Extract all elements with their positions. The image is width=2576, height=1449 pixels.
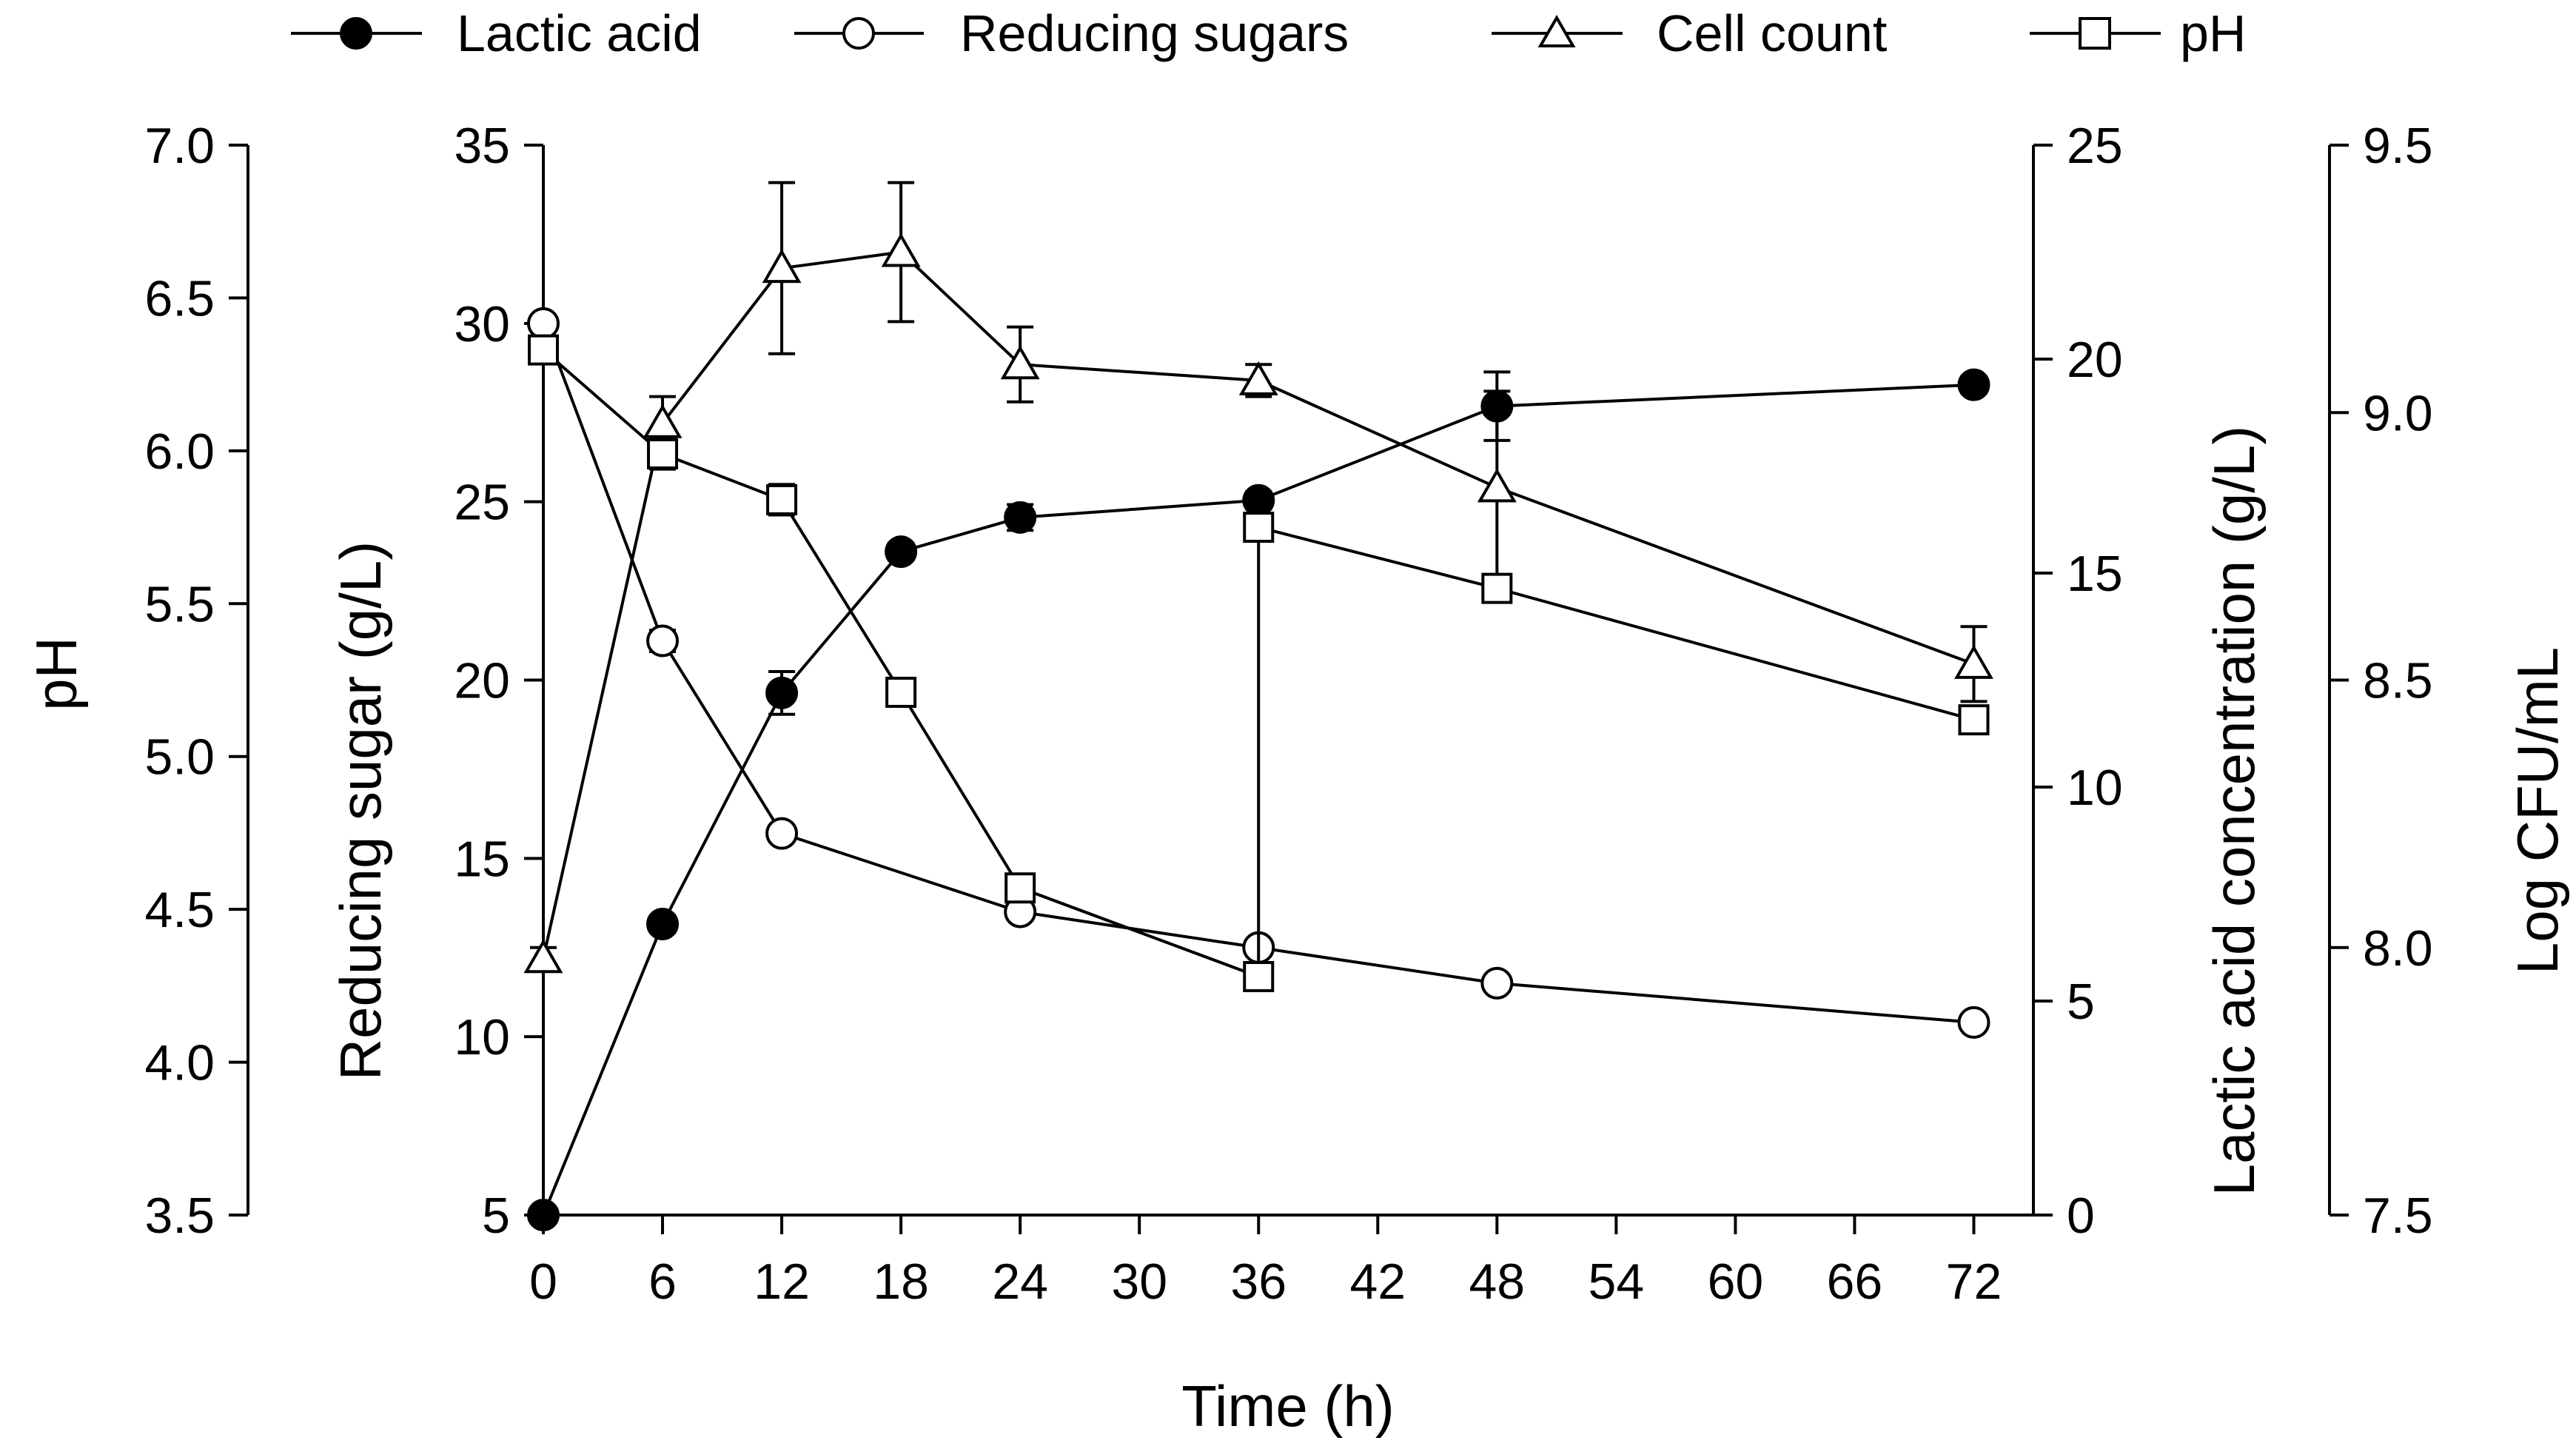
data-point-ph — [885, 677, 917, 709]
cfu-tick-label: 9.0 — [2363, 385, 2433, 441]
sugar-tick-label: 20 — [454, 653, 510, 709]
x-tick-label: 60 — [1708, 1254, 1764, 1310]
data-point-lactic-acid — [1957, 368, 1990, 401]
data-point-cell-count — [643, 404, 682, 438]
lactic-tick-label: 10 — [2067, 760, 2123, 816]
legend-label-ph: pH — [2180, 4, 2246, 62]
series-line-cell-count — [542, 250, 1975, 959]
axes: 3.54.04.55.05.56.06.57.05101520253035051… — [144, 118, 2432, 1310]
x-tick-label: 48 — [1469, 1254, 1525, 1310]
series-line-lactic-acid — [542, 383, 1974, 1216]
ph-axis-title: pH — [24, 637, 89, 711]
legend-marker-cell-count — [1537, 15, 1576, 47]
data-point-lactic-acid — [765, 676, 799, 709]
ph-tick-label: 3.5 — [144, 1188, 215, 1244]
data-point-cell-count — [1954, 644, 1993, 679]
data-point-reducing-sugars — [527, 307, 560, 340]
sugar-tick-label: 30 — [454, 296, 510, 352]
x-tick-label: 66 — [1827, 1254, 1883, 1310]
legend-label-lactic-acid: Lactic acid — [457, 4, 702, 62]
cfu-tick-label: 8.0 — [2363, 920, 2433, 977]
legend-marker-lactic-acid — [340, 17, 372, 50]
data-point-cell-count — [523, 939, 563, 974]
data-point-reducing-sugars — [765, 817, 799, 850]
data-point-ph — [1243, 512, 1275, 543]
x-tick-label: 72 — [1946, 1254, 2002, 1310]
x-tick-label: 36 — [1230, 1254, 1287, 1310]
x-tick-label: 24 — [992, 1254, 1048, 1310]
data-point-lactic-acid — [1004, 501, 1037, 534]
ph-tick-label: 4.0 — [144, 1035, 215, 1091]
data-point-lactic-acid — [885, 535, 918, 569]
ph-tick-label: 6.5 — [144, 270, 215, 327]
data-point-lactic-acid — [1242, 483, 1275, 517]
x-tick-label: 0 — [529, 1254, 557, 1310]
legend-marker-ph — [2079, 17, 2111, 50]
sugar-tick-label: 35 — [454, 118, 510, 174]
lactic-tick-label: 0 — [2067, 1188, 2095, 1244]
sugar-axis-title: Reducing sugar (g/L) — [328, 541, 393, 1080]
data-point-cell-count — [881, 232, 921, 267]
data-point-ph — [1958, 704, 1990, 736]
data-point-ph — [766, 483, 798, 515]
data-point-cell-count — [762, 249, 802, 284]
data-point-reducing-sugars — [1480, 966, 1514, 1000]
x-tick-label: 30 — [1111, 1254, 1167, 1310]
data-point-reducing-sugars — [646, 624, 680, 657]
legend-label-reducing-sugars: Reducing sugars — [960, 4, 1349, 62]
sugar-tick-label: 5 — [482, 1188, 510, 1244]
data-point-ph — [528, 334, 559, 366]
x-axis-title: Time (h) — [1181, 1373, 1394, 1439]
legend-marker-reducing-sugars — [842, 17, 875, 50]
data-point-cell-count — [1238, 361, 1278, 395]
data-point-reducing-sugars — [1957, 1005, 1990, 1039]
data-point-ph — [1481, 572, 1513, 604]
lactic-axis-title: Lactic acid concentration (g/L) — [2201, 426, 2267, 1197]
ph-tick-label: 7.0 — [144, 118, 215, 174]
cfu-tick-label: 8.5 — [2363, 653, 2433, 709]
x-tick-label: 18 — [873, 1254, 929, 1310]
ph-tick-label: 5.5 — [144, 576, 215, 632]
legend-label-cell-count: Cell count — [1657, 4, 1887, 62]
x-tick-label: 6 — [648, 1254, 677, 1310]
data-point-ph — [1004, 872, 1036, 904]
data-point-ph — [647, 438, 679, 469]
lactic-tick-label: 25 — [2067, 118, 2123, 174]
x-tick-label: 42 — [1349, 1254, 1406, 1310]
data-point-ph — [1243, 960, 1275, 992]
lactic-tick-label: 5 — [2067, 974, 2095, 1030]
ph-tick-label: 4.5 — [144, 882, 215, 938]
sugar-tick-label: 25 — [454, 475, 510, 531]
data-point-lactic-acid — [646, 907, 680, 940]
x-tick-label: 12 — [754, 1254, 810, 1310]
data-point-cell-count — [1000, 345, 1040, 380]
data-point-lactic-acid — [527, 1199, 560, 1231]
sugar-tick-label: 15 — [454, 831, 510, 887]
data-point-cell-count — [1477, 468, 1517, 503]
lactic-tick-label: 20 — [2067, 332, 2123, 388]
series — [523, 181, 1993, 1231]
cfu-tick-label: 7.5 — [2363, 1188, 2433, 1244]
series-ph — [528, 334, 1990, 992]
x-tick-label: 54 — [1589, 1254, 1645, 1310]
cfu-tick-label: 9.5 — [2363, 118, 2433, 174]
legend: Lactic acid Reducing sugars Cell count p… — [291, 4, 2246, 62]
series-cell-count — [523, 181, 1993, 974]
ph-tick-label: 5.0 — [144, 729, 215, 786]
lactic-tick-label: 15 — [2067, 546, 2123, 602]
series-reducing-sugars — [527, 307, 1990, 1039]
sugar-tick-label: 10 — [454, 1009, 510, 1065]
cfu-axis-title: Log CFU/mL — [2505, 647, 2570, 974]
ph-tick-label: 6.0 — [144, 424, 215, 480]
